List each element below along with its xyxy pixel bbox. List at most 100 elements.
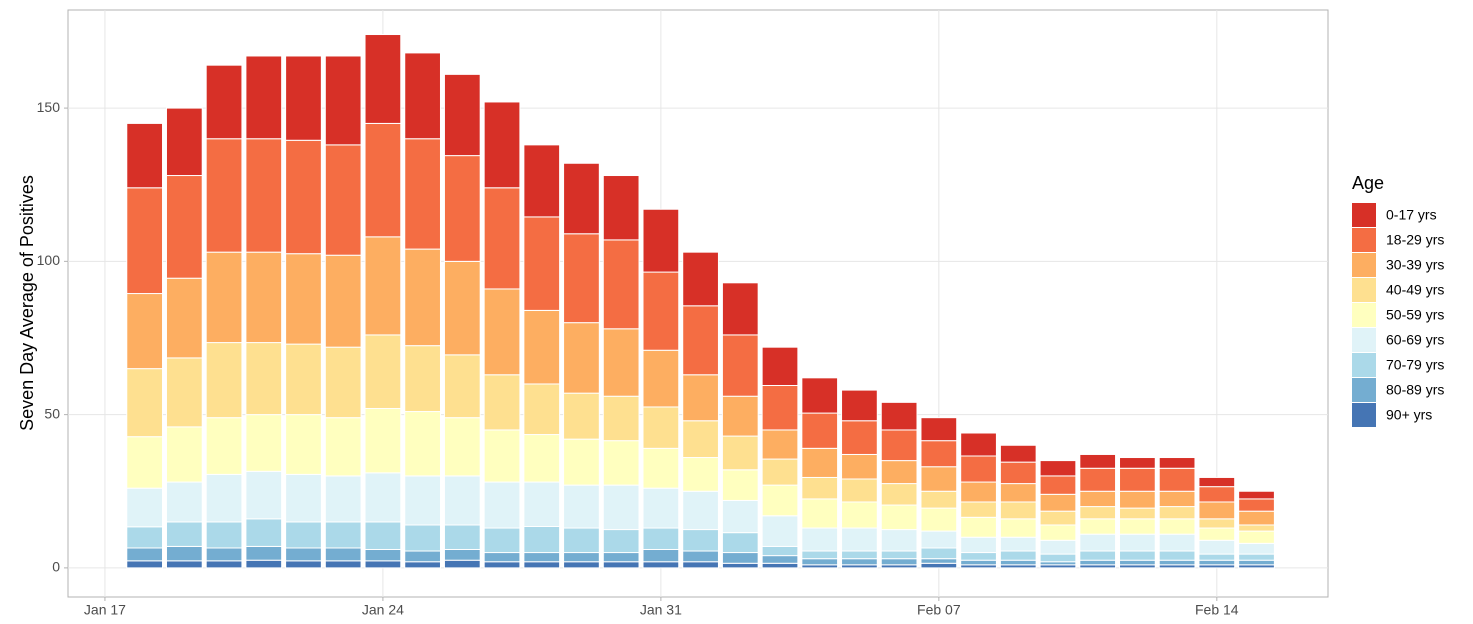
bar-segment bbox=[126, 547, 164, 562]
bar-segment bbox=[563, 322, 600, 394]
bar-segment bbox=[999, 536, 1037, 552]
bar-segment bbox=[761, 429, 799, 460]
bar-segment bbox=[1119, 507, 1156, 520]
bar-segment bbox=[1158, 518, 1196, 535]
bar-segment bbox=[960, 455, 997, 483]
bar-segment bbox=[682, 561, 719, 569]
bar-segment bbox=[483, 101, 521, 189]
bar-segment bbox=[364, 560, 402, 569]
legend-swatch bbox=[1352, 253, 1376, 277]
bar-segment bbox=[563, 233, 600, 324]
bar-segment bbox=[483, 429, 521, 483]
bar-segment bbox=[443, 260, 481, 356]
bar-segment bbox=[920, 440, 958, 468]
bar-segment bbox=[920, 530, 958, 549]
bar-segment bbox=[1238, 524, 1275, 532]
bar-segment bbox=[285, 547, 322, 562]
bar-segment bbox=[1158, 457, 1196, 469]
bar-segment bbox=[1238, 490, 1275, 500]
bar-segment bbox=[126, 436, 164, 489]
bar-segment bbox=[1079, 533, 1117, 552]
bar-segment bbox=[602, 529, 640, 554]
legend-swatch bbox=[1352, 203, 1376, 227]
bar-segment bbox=[285, 139, 322, 255]
bar-segment bbox=[602, 395, 640, 442]
bar-segment bbox=[682, 420, 719, 459]
bar-segment bbox=[682, 490, 719, 531]
bar-segment bbox=[165, 521, 203, 547]
legend-label: 80-89 yrs bbox=[1386, 382, 1444, 398]
bar-segment bbox=[721, 334, 759, 397]
bar-segment bbox=[324, 521, 362, 549]
bar-segment bbox=[523, 525, 561, 554]
bar-segment bbox=[801, 476, 839, 500]
bar-segment bbox=[721, 532, 759, 554]
bar-segment bbox=[920, 466, 958, 492]
bar-segment bbox=[1158, 550, 1196, 561]
legend-label: 50-59 yrs bbox=[1386, 307, 1444, 323]
bar-segment bbox=[960, 536, 997, 554]
x-tick-label: Feb 07 bbox=[917, 602, 961, 618]
bar-segment bbox=[443, 548, 481, 561]
bar-segment bbox=[364, 334, 402, 409]
bar-segment bbox=[602, 328, 640, 397]
bar-segment bbox=[126, 526, 164, 549]
bar-segment bbox=[642, 548, 680, 563]
bar-segment bbox=[404, 550, 441, 563]
bar-segment bbox=[602, 175, 640, 241]
bar-segment bbox=[523, 309, 561, 385]
bar-segment bbox=[880, 529, 918, 552]
bar-segment bbox=[880, 429, 918, 462]
bar-segment bbox=[1039, 493, 1077, 512]
bar-segment bbox=[1079, 559, 1117, 566]
bar-segment bbox=[920, 507, 958, 532]
bar-segment bbox=[1119, 550, 1156, 561]
bar-segment bbox=[999, 461, 1037, 485]
bar-segment bbox=[364, 407, 402, 474]
legend-label: 40-49 yrs bbox=[1386, 282, 1444, 298]
bar-segment bbox=[801, 447, 839, 478]
bar-segment bbox=[1039, 510, 1077, 526]
bar-segment bbox=[1039, 475, 1077, 495]
bar-segment bbox=[761, 562, 799, 569]
bar-segment bbox=[960, 481, 997, 503]
bar-segment bbox=[880, 401, 918, 431]
bar-segment bbox=[523, 144, 561, 218]
bar-segment bbox=[801, 412, 839, 449]
bar-segment bbox=[721, 499, 759, 534]
bar-segment bbox=[920, 490, 958, 509]
bar-segment bbox=[1158, 559, 1196, 566]
legend-label: 60-69 yrs bbox=[1386, 332, 1444, 348]
bar-segment bbox=[1158, 467, 1196, 492]
bar-segment bbox=[443, 524, 481, 550]
bar-segment bbox=[602, 561, 640, 569]
bar-segment bbox=[563, 527, 600, 554]
bar-segment bbox=[126, 122, 164, 189]
bar-segment bbox=[483, 187, 521, 290]
bar-segment bbox=[682, 305, 719, 376]
bar-segment bbox=[880, 550, 918, 560]
bar-segment bbox=[245, 251, 283, 344]
bar-segment bbox=[126, 560, 164, 569]
bar-segment bbox=[841, 478, 878, 503]
bar-segment bbox=[1198, 527, 1236, 541]
bar-segment bbox=[205, 417, 243, 475]
bar-segment bbox=[443, 559, 481, 569]
bar-segment bbox=[523, 434, 561, 483]
bar-segment bbox=[483, 288, 521, 376]
bar-segment bbox=[443, 354, 481, 419]
bar-segment bbox=[443, 73, 481, 157]
bar-segment bbox=[999, 501, 1037, 520]
bar-segment bbox=[721, 562, 759, 569]
bar-segment bbox=[165, 426, 203, 483]
bar-segment bbox=[245, 55, 283, 140]
bar-segment bbox=[563, 484, 600, 529]
bar-segment bbox=[682, 374, 719, 422]
bar-segment bbox=[404, 248, 441, 347]
bar-segment bbox=[324, 55, 362, 146]
bar-segment bbox=[364, 521, 402, 550]
bar-segment bbox=[404, 345, 441, 413]
bar-segment bbox=[801, 558, 839, 566]
bar-segment bbox=[165, 481, 203, 523]
